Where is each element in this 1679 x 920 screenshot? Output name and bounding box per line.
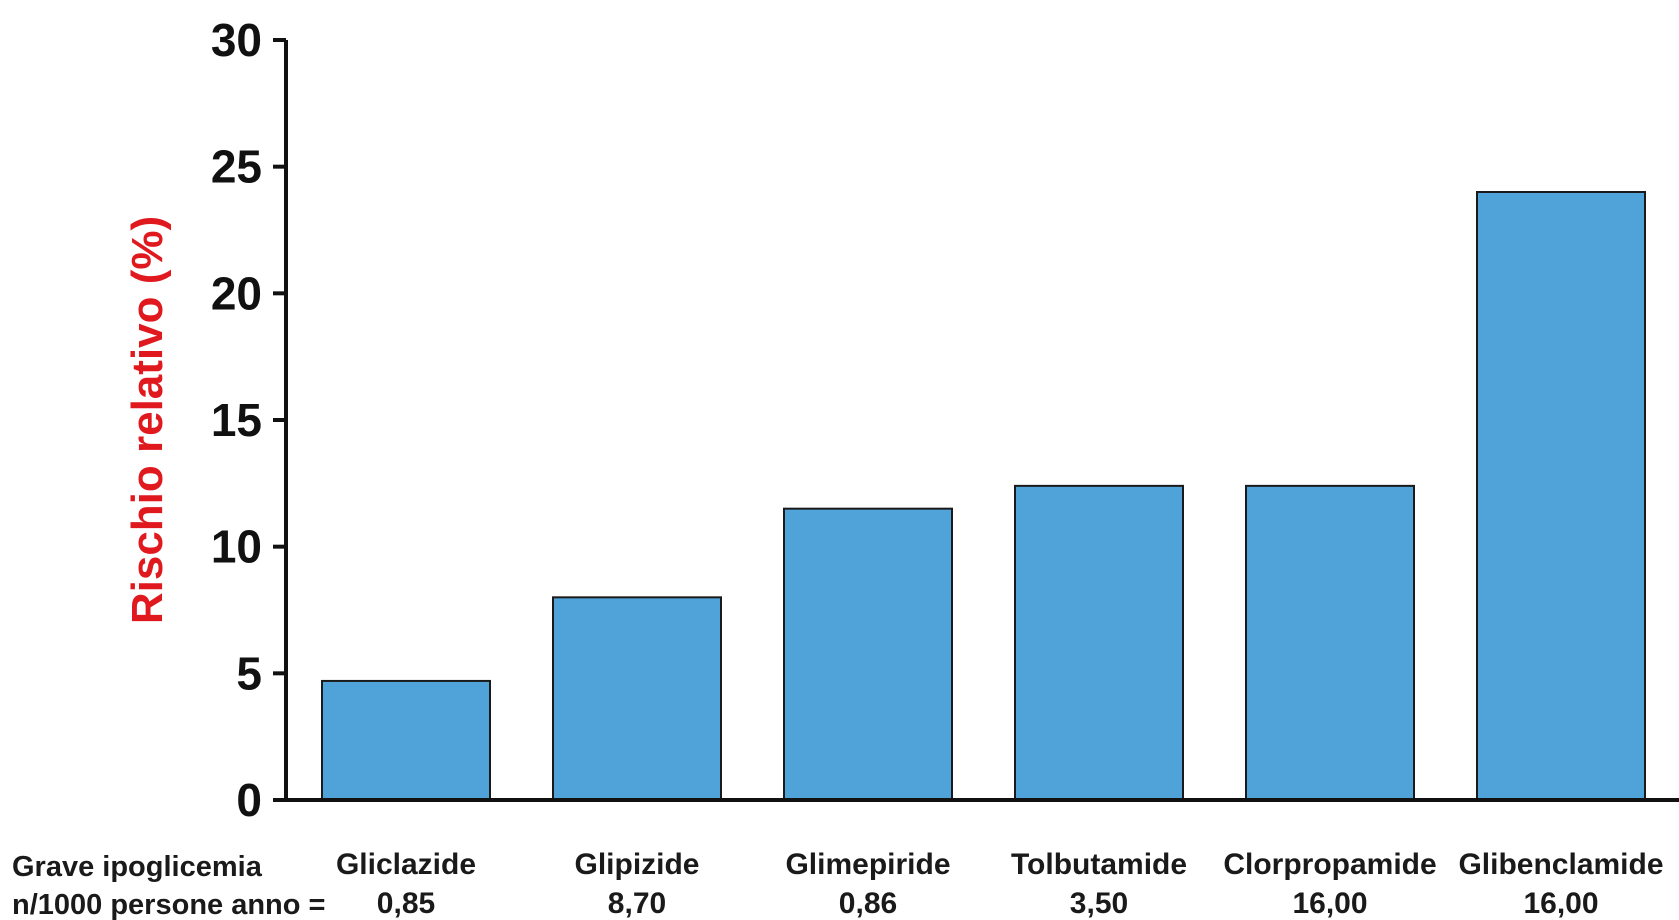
y-axis-title: Rischio relativo (%)	[123, 216, 172, 624]
bar-gliclazide	[321, 679, 491, 802]
bar-glipizide	[552, 596, 722, 801]
secondary-value-label: 0,86	[839, 887, 897, 920]
y-tick-label: 20	[211, 267, 262, 319]
x-category-label: Gliclazide	[336, 848, 476, 881]
y-tick-label: 30	[211, 14, 262, 66]
x-category-label: Glimepiride	[785, 848, 950, 881]
x-category-label: Clorpropamide	[1223, 848, 1436, 881]
y-ticks: 0 5 10 15 20 25 30	[211, 14, 286, 826]
x-category-label: Glibenclamide	[1458, 848, 1663, 881]
secondary-values: 0,85 8,70 0,86 3,50 16,00 16,00	[377, 887, 1599, 920]
secondary-value-label: 8,70	[608, 887, 666, 920]
y-tick-label: 25	[211, 141, 262, 193]
secondary-value-label: 16,00	[1292, 887, 1367, 920]
bars-group	[321, 191, 1646, 802]
bar-glibenclamide	[1476, 191, 1646, 801]
bar-tolbutamide	[1014, 484, 1184, 801]
secondary-value-label: 3,50	[1070, 887, 1128, 920]
y-tick-label: 15	[211, 394, 262, 446]
secondary-row-label: Grave ipoglicemia	[12, 851, 263, 883]
bar-clorpropamide	[1245, 484, 1415, 801]
y-tick-label: 10	[211, 521, 262, 573]
x-category-label: Glipizide	[574, 848, 699, 881]
y-tick-label: 5	[236, 647, 262, 699]
y-tick-label: 0	[236, 774, 262, 826]
category-labels: Gliclazide Glipizide Glimepiride Tolbutamid…	[336, 848, 1664, 881]
x-category-label: Tolbutamide	[1011, 848, 1187, 881]
secondary-row-unit-label: n/1000 persone anno =	[12, 889, 325, 920]
bar-glimepiride	[783, 507, 953, 801]
secondary-value-label: 0,85	[377, 887, 435, 920]
secondary-value-label: 16,00	[1523, 887, 1598, 920]
